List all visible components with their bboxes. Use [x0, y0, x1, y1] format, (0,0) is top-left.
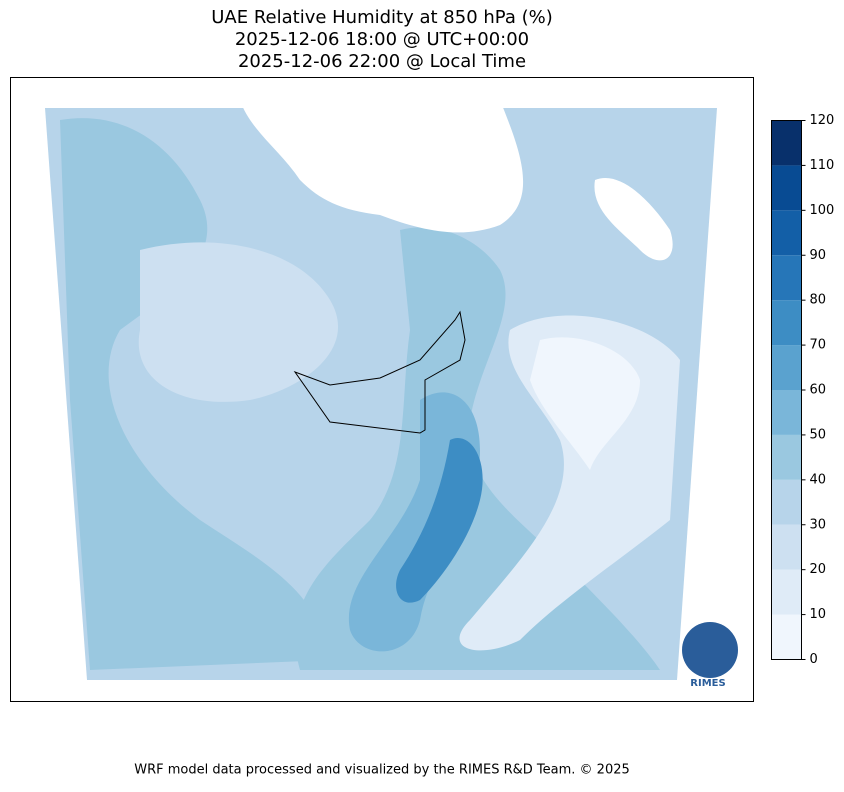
title-line: 2025-12-06 22:00 @ Local Time: [238, 51, 526, 72]
title-line: 2025-12-06 18:00 @ UTC+00:00: [235, 29, 529, 50]
no-data: [594, 178, 673, 261]
no-data: [240, 100, 524, 233]
colorbar-tick-label: 70: [810, 338, 827, 353]
colorbar-tick-label: 60: [810, 383, 827, 398]
colorbar-tick-label: 90: [810, 248, 827, 263]
footer: WRF model data processed and visualized …: [134, 763, 630, 778]
colorbar-frame: [771, 120, 802, 660]
field: [60, 118, 330, 671]
colorbar-tick-label: 50: [810, 427, 827, 442]
colorbar-tick-label: 120: [810, 113, 835, 128]
colorbar: 0 10 20 30 40 50 60 70 80 90 100 110 120: [771, 113, 835, 667]
border: [293, 310, 466, 434]
colorbar-band: [771, 255, 802, 301]
colorbar-tick-label: 20: [810, 562, 827, 577]
colorbar-tick-label: 100: [810, 203, 835, 218]
colorbar-band: [771, 210, 802, 256]
colorbar-band: [771, 390, 802, 435]
colorbar-band: [771, 569, 802, 615]
title-line: UAE Relative Humidity at 850 hPa (%): [211, 7, 552, 28]
logo-text: RIMES: [690, 678, 725, 689]
colorbar-tick-label: 40: [810, 472, 827, 487]
colorbar-band: [771, 434, 802, 480]
colorbar-tick-label: 0: [810, 652, 818, 667]
field: [396, 438, 483, 603]
field: [138, 242, 339, 402]
colorbar-tick-label: 110: [810, 158, 835, 173]
map: RIMES: [45, 100, 738, 689]
field: [530, 337, 640, 470]
colorbar-tick-label: 80: [810, 293, 827, 308]
colorbar-band: [771, 524, 802, 570]
colorbar-band: [771, 120, 802, 166]
colorbar-tick-label: 10: [810, 607, 827, 622]
colorbar-band: [771, 165, 802, 211]
colorbar-tick-label: 30: [810, 517, 827, 532]
colorbar-band: [771, 479, 802, 525]
colorbar-band: [771, 300, 802, 346]
colorbar-band: [771, 345, 802, 390]
colorbar-band: [771, 614, 802, 660]
logo-emblem: [682, 622, 738, 678]
